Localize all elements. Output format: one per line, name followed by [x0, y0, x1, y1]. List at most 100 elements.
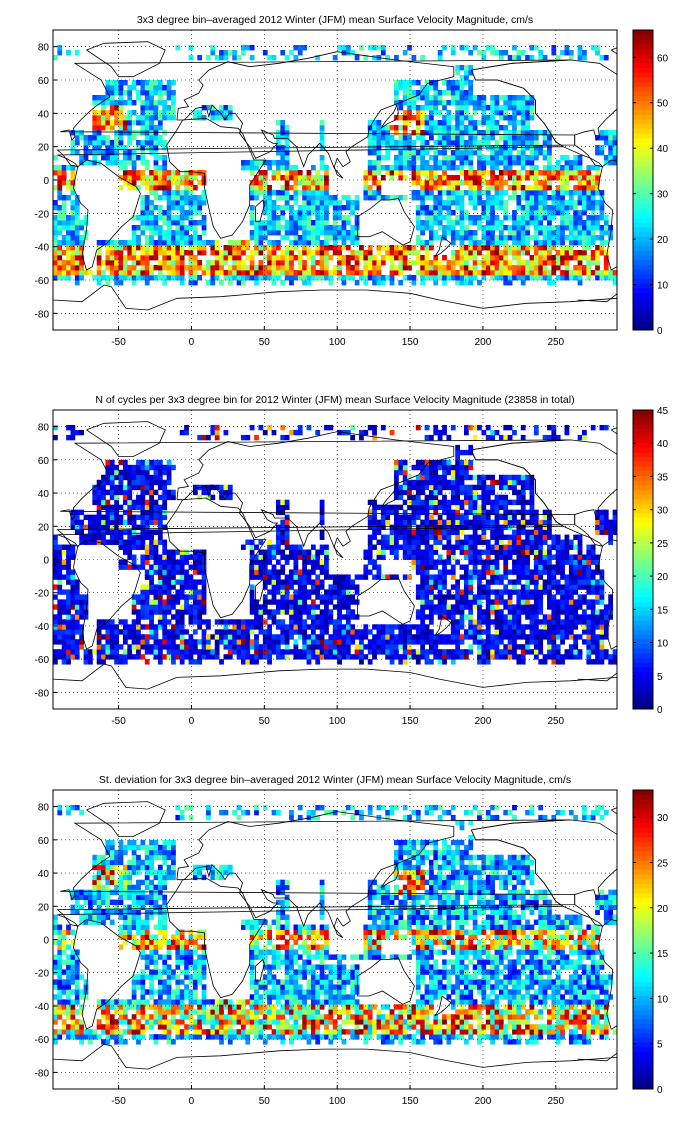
data-bin [538, 250, 544, 256]
data-bin [319, 160, 325, 166]
data-bin [442, 494, 447, 501]
data-bin [538, 185, 544, 191]
data-bin [608, 235, 614, 241]
colorbar-segment [633, 147, 653, 153]
data-bin [380, 514, 386, 521]
data-bin [70, 260, 76, 266]
data-bin [533, 270, 539, 276]
data-bin [96, 270, 102, 276]
data-bin [363, 260, 369, 266]
data-bin [96, 240, 102, 246]
data-bin [394, 469, 399, 476]
data-bin [394, 644, 399, 650]
data-bin [175, 265, 181, 271]
data-bin [603, 265, 609, 271]
data-bin [297, 569, 303, 575]
data-bin [131, 215, 137, 221]
data-bin [324, 629, 329, 635]
data-bin [105, 120, 111, 126]
data-bin [446, 100, 452, 106]
data-bin [345, 574, 351, 580]
data-bin [599, 270, 605, 276]
data-bin [92, 115, 98, 121]
data-bin [188, 634, 194, 640]
data-bin [363, 569, 369, 575]
data-bin [332, 579, 338, 585]
data-bin [455, 220, 460, 226]
data-bin [271, 569, 277, 575]
data-bin [582, 225, 587, 231]
data-bin [122, 474, 128, 481]
data-bin [315, 639, 321, 645]
data-bin [315, 549, 321, 555]
data-bin [149, 624, 154, 630]
data-bin [206, 280, 211, 286]
data-bin [520, 135, 526, 141]
data-bin [289, 619, 294, 625]
data-bin [459, 170, 465, 176]
data-bin [293, 220, 299, 226]
data-bin [140, 275, 146, 281]
data-bin [568, 225, 574, 231]
data-bin [53, 225, 58, 231]
data-bin [538, 240, 544, 246]
data-bin [498, 190, 504, 196]
data-bin [254, 195, 259, 201]
data-bin [153, 245, 159, 251]
data-bin [188, 45, 194, 51]
data-bin [122, 469, 128, 476]
data-bin [179, 250, 185, 256]
data-bin [411, 140, 417, 146]
data-bin [468, 215, 474, 221]
data-bin [507, 250, 513, 256]
data-bin [289, 634, 294, 640]
data-bin [411, 639, 417, 645]
data-bin [140, 469, 146, 476]
data-bin [114, 250, 119, 256]
data-bin [101, 494, 106, 501]
data-bin [153, 220, 159, 226]
data-bin [223, 270, 229, 276]
data-bin [337, 275, 342, 281]
data-bin [442, 529, 447, 535]
data-bin [192, 614, 198, 620]
data-bin [494, 140, 500, 146]
data-bin [586, 165, 592, 171]
data-bin [595, 150, 600, 156]
data-bin [512, 155, 517, 161]
data-bin [122, 155, 128, 161]
data-bin [210, 45, 216, 51]
data-bin [74, 265, 80, 271]
data-bin [354, 265, 360, 271]
data-bin [446, 180, 452, 186]
data-bin [114, 484, 119, 491]
data-bin [319, 579, 325, 585]
data-bin [459, 120, 465, 126]
data-bin [529, 245, 535, 251]
data-bin [372, 544, 377, 550]
data-bin [306, 609, 312, 615]
data-bin [341, 644, 347, 650]
data-bin [70, 270, 76, 276]
data-bin [166, 584, 172, 590]
data-bin [463, 280, 469, 286]
data-bin [140, 110, 146, 116]
data-bin [162, 180, 168, 186]
data-bin [459, 205, 465, 211]
data-bin [144, 529, 150, 535]
data-bin [149, 504, 154, 511]
data-bin [319, 549, 325, 555]
data-bin [516, 200, 522, 206]
data-bin [201, 484, 207, 491]
data-bin [533, 135, 539, 141]
data-bin [306, 569, 312, 575]
data-bin [197, 604, 203, 610]
data-bin [341, 579, 347, 585]
data-bin [463, 90, 469, 96]
data-bin [127, 115, 133, 121]
data-bin [424, 210, 430, 216]
data-bin [254, 644, 259, 650]
data-bin [87, 150, 93, 156]
data-bin [538, 50, 544, 56]
data-bin [525, 205, 530, 211]
